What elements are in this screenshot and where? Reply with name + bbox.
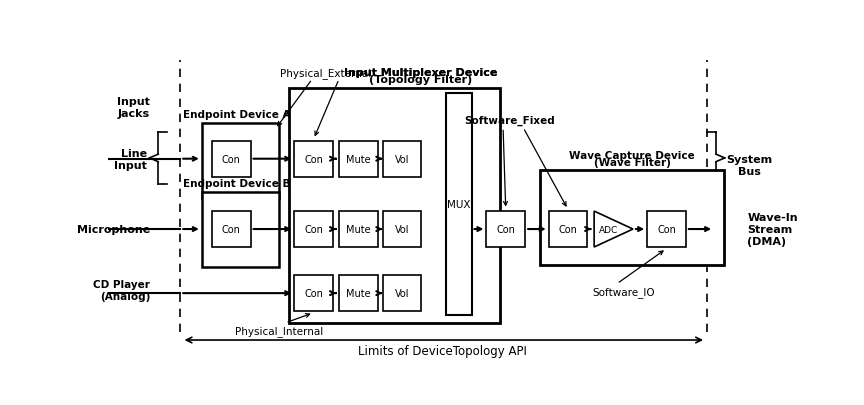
Text: Input Multiplexer Device: Input Multiplexer Device bbox=[345, 68, 498, 78]
FancyBboxPatch shape bbox=[294, 141, 333, 177]
Text: Con: Con bbox=[657, 224, 676, 234]
FancyBboxPatch shape bbox=[383, 211, 422, 247]
Text: Mute: Mute bbox=[346, 154, 371, 164]
Text: Software_IO: Software_IO bbox=[593, 286, 655, 297]
Text: Wave-In
Stream
(DMA): Wave-In Stream (DMA) bbox=[747, 213, 798, 246]
Polygon shape bbox=[594, 211, 633, 247]
FancyBboxPatch shape bbox=[289, 89, 499, 323]
FancyBboxPatch shape bbox=[383, 141, 422, 177]
Text: ADC: ADC bbox=[600, 225, 619, 234]
Text: Physical_External: Physical_External bbox=[280, 68, 372, 79]
Text: Mute: Mute bbox=[346, 224, 371, 234]
Text: Con: Con bbox=[304, 154, 323, 164]
Text: Con: Con bbox=[496, 224, 515, 234]
Text: Wave Capture Device: Wave Capture Device bbox=[569, 151, 695, 161]
Text: MUX: MUX bbox=[448, 200, 471, 209]
Text: Con: Con bbox=[304, 288, 323, 298]
Text: Vol: Vol bbox=[395, 224, 410, 234]
Text: Con: Con bbox=[304, 224, 323, 234]
Text: Input Multiplexer Device: Input Multiplexer Device bbox=[345, 68, 498, 78]
Text: Physical_Internal: Physical_Internal bbox=[235, 325, 323, 336]
FancyBboxPatch shape bbox=[383, 275, 422, 311]
Text: System
Bus: System Bus bbox=[727, 155, 772, 176]
FancyBboxPatch shape bbox=[540, 170, 724, 265]
FancyBboxPatch shape bbox=[339, 275, 378, 311]
Text: Con: Con bbox=[559, 224, 577, 234]
Text: Con: Con bbox=[222, 154, 241, 164]
FancyBboxPatch shape bbox=[202, 124, 279, 198]
Text: Software_Fixed: Software_Fixed bbox=[464, 115, 556, 126]
FancyBboxPatch shape bbox=[212, 211, 251, 247]
Text: Endpoint Device A: Endpoint Device A bbox=[183, 110, 290, 120]
FancyBboxPatch shape bbox=[294, 211, 333, 247]
Text: Limits of DeviceTopology API: Limits of DeviceTopology API bbox=[359, 344, 527, 357]
FancyBboxPatch shape bbox=[647, 211, 686, 247]
Text: Vol: Vol bbox=[395, 288, 410, 298]
Text: (Wave Filter): (Wave Filter) bbox=[594, 157, 670, 167]
FancyBboxPatch shape bbox=[339, 211, 378, 247]
Text: Microphone: Microphone bbox=[77, 224, 150, 234]
FancyBboxPatch shape bbox=[446, 94, 472, 315]
FancyBboxPatch shape bbox=[339, 141, 378, 177]
FancyBboxPatch shape bbox=[486, 211, 525, 247]
Text: Mute: Mute bbox=[346, 288, 371, 298]
Text: Vol: Vol bbox=[395, 154, 410, 164]
Text: Line
Input: Line Input bbox=[114, 149, 147, 170]
FancyBboxPatch shape bbox=[212, 141, 251, 177]
Text: CD Player
(Analog): CD Player (Analog) bbox=[93, 279, 150, 301]
Text: Con: Con bbox=[222, 224, 241, 234]
Text: (Topology Filter): (Topology Filter) bbox=[370, 75, 473, 85]
FancyBboxPatch shape bbox=[294, 275, 333, 311]
Text: Input
Jacks: Input Jacks bbox=[117, 97, 149, 119]
FancyBboxPatch shape bbox=[549, 211, 588, 247]
Text: Endpoint Device B: Endpoint Device B bbox=[183, 178, 290, 188]
FancyBboxPatch shape bbox=[202, 192, 279, 267]
